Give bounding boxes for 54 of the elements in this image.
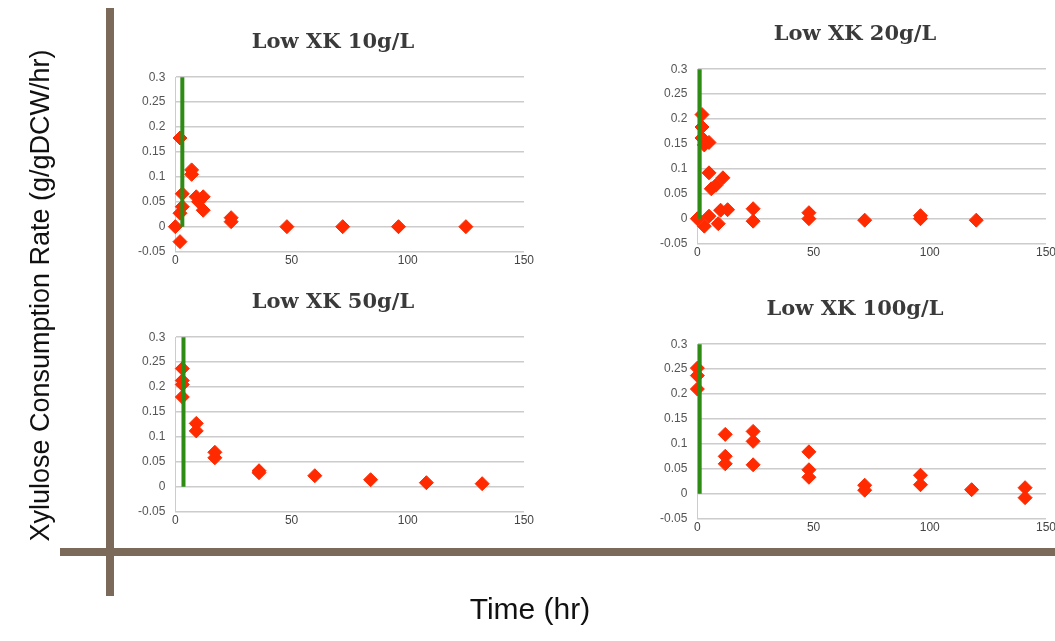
y-tick-label: 0.15	[663, 411, 688, 426]
y-tick-label: 0.1	[148, 169, 166, 184]
y-tick-label: 0.1	[148, 429, 166, 444]
x-tick-label: 0	[694, 520, 702, 535]
y-tick-label: 0.2	[670, 386, 688, 401]
x-tick-label: 50	[284, 253, 299, 268]
x-tick-label: 100	[919, 520, 941, 535]
y-tick-label: 0.25	[663, 86, 688, 101]
y-tick-label: 0.15	[663, 136, 688, 151]
y-tick-label: -0.05	[137, 503, 166, 518]
x-tick-label: 150	[1035, 245, 1055, 260]
x-tick-label: 100	[397, 513, 419, 528]
chart-title: Low XK 10g/L	[250, 28, 416, 53]
chart-title: Low XK 50g/L	[250, 288, 416, 313]
x-tick-label: 50	[284, 513, 299, 528]
x-tick-label: 150	[513, 513, 535, 528]
y-tick-label: 0.05	[663, 461, 688, 476]
y-tick-label: 0.3	[670, 336, 688, 351]
y-tick-label: 0.25	[141, 354, 166, 369]
y-tick-label: 0.05	[141, 194, 166, 209]
y-tick-label: -0.05	[659, 235, 688, 250]
x-tick-label: 50	[806, 245, 821, 260]
y-tick-label: 0.3	[148, 329, 166, 344]
y-tick-label: 0.15	[141, 404, 166, 419]
x-tick-label: 100	[397, 253, 419, 268]
y-tick-label: 0.05	[663, 186, 688, 201]
x-tick-label: 150	[1035, 520, 1055, 535]
y-tick-label: 0.1	[670, 436, 688, 451]
y-tick-label: 0.2	[148, 119, 166, 134]
y-axis-title: Xylulose Consumption Rate (g/gDCW/hr)	[24, 48, 56, 544]
x-tick-label: 50	[806, 520, 821, 535]
x-tick-label: 150	[513, 253, 535, 268]
x-tick-label: 0	[172, 253, 180, 268]
y-tick-label: 0.25	[663, 361, 688, 376]
y-tick-label: 0.05	[141, 454, 166, 469]
y-tick-label: 0.3	[148, 69, 166, 84]
y-tick-label: 0	[680, 211, 688, 225]
y-tick-label: 0	[680, 486, 688, 500]
y-tick-label: 0.3	[670, 61, 688, 76]
y-tick-label: 0.1	[670, 161, 688, 176]
y-tick-label: -0.05	[659, 510, 688, 525]
y-tick-label: 0	[158, 479, 166, 493]
chart-title: Low XK 100g/L	[765, 295, 945, 320]
chart-title: Low XK 20g/L	[772, 20, 938, 45]
y-tick-label: 0.2	[148, 379, 166, 394]
x-axis-title: Time (hr)	[468, 592, 592, 626]
y-tick-label: -0.05	[137, 243, 166, 258]
x-tick-label: 0	[694, 245, 702, 260]
y-tick-label: 0.15	[141, 144, 166, 159]
y-tick-label: 0	[158, 219, 166, 233]
x-tick-label: 0	[172, 513, 180, 528]
y-tick-label: 0.25	[141, 94, 166, 109]
y-tick-label: 0.2	[670, 111, 688, 126]
x-tick-label: 100	[919, 245, 941, 260]
